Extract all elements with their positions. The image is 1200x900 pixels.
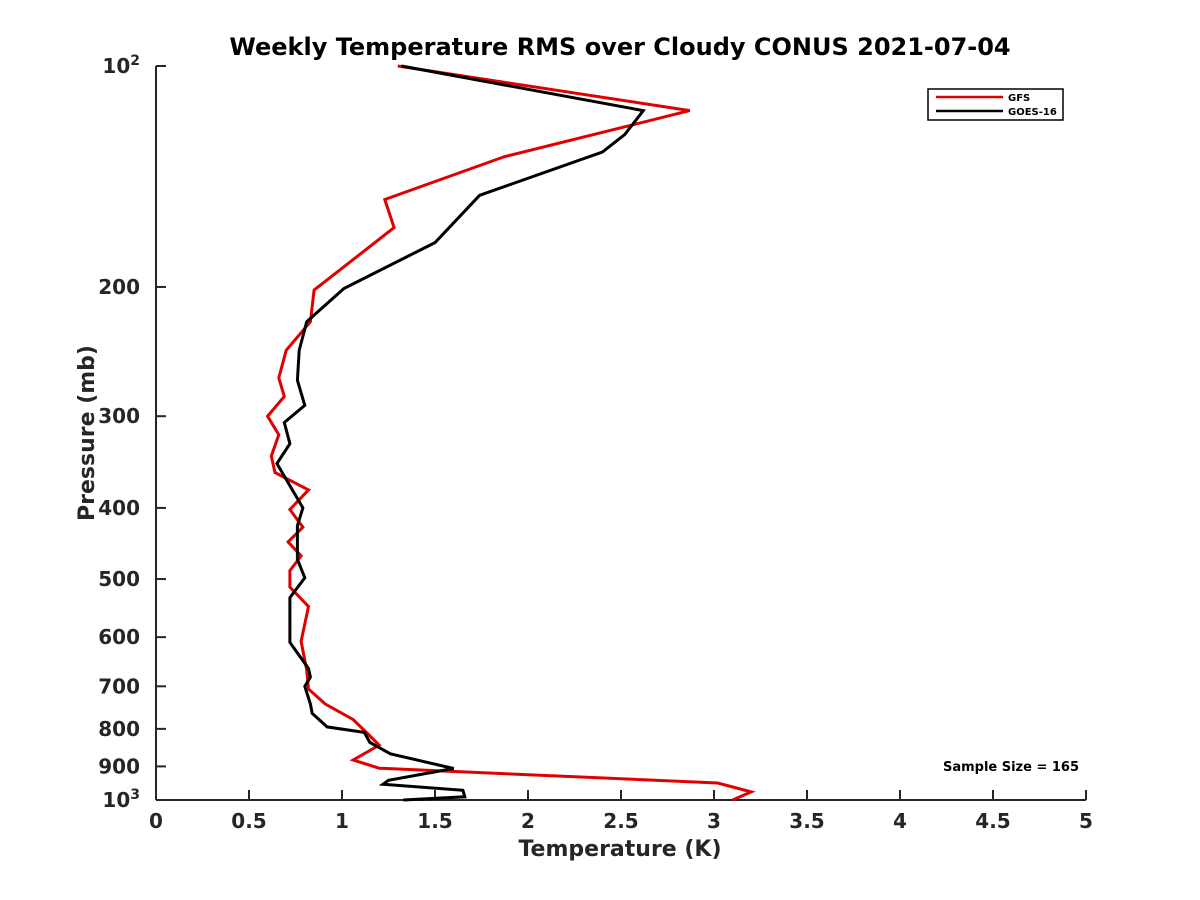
series-line-goes-16 <box>275 64 646 802</box>
y-tick-label: 400 <box>98 496 140 520</box>
y-axis-label: Pressure (mb) <box>75 345 100 521</box>
y-tick-label: 700 <box>98 674 140 698</box>
y-tick-label: 600 <box>98 625 140 649</box>
y-tick-label: 103 <box>102 787 140 812</box>
y-tick-label: 500 <box>98 567 140 591</box>
x-tick-label: 2.5 <box>603 809 638 833</box>
x-tick-label: 0.5 <box>231 809 266 833</box>
x-axis: 0 0.5 1 1.5 2 2.5 3 3.5 4 4.5 5 <box>149 790 1093 833</box>
y-tick-label: 900 <box>98 754 140 778</box>
legend-label-goes-16: GOES-16 <box>1008 107 1057 118</box>
x-tick-label: 0 <box>149 809 163 833</box>
x-tick-label: 2 <box>521 809 535 833</box>
legend: GFS GOES-16 <box>927 88 1064 121</box>
y-tick-label: 300 <box>98 404 140 428</box>
series-layer <box>265 64 756 802</box>
x-axis-label: Temperature (K) <box>518 837 721 862</box>
x-tick-label: 4 <box>893 809 907 833</box>
x-tick-label: 4.5 <box>975 809 1010 833</box>
y-tick-label: 800 <box>98 717 140 741</box>
legend-box <box>927 88 1064 121</box>
chart-title: Weekly Temperature RMS over Cloudy CONUS… <box>229 33 1010 61</box>
sample-size-annotation: Sample Size = 165 <box>943 760 1079 775</box>
legend-label-gfs: GFS <box>1008 93 1030 104</box>
x-tick-label: 3.5 <box>789 809 824 833</box>
y-tick-label: 200 <box>98 275 140 299</box>
series-line-gfs <box>265 64 756 802</box>
x-tick-label: 3 <box>707 809 721 833</box>
x-tick-label: 5 <box>1079 809 1093 833</box>
y-tick-label: 102 <box>102 53 140 78</box>
x-tick-label: 1 <box>335 809 349 833</box>
y-axis: 102 200 300 400 500 600 700 800 900 103 <box>98 53 166 812</box>
x-tick-label: 1.5 <box>417 809 452 833</box>
